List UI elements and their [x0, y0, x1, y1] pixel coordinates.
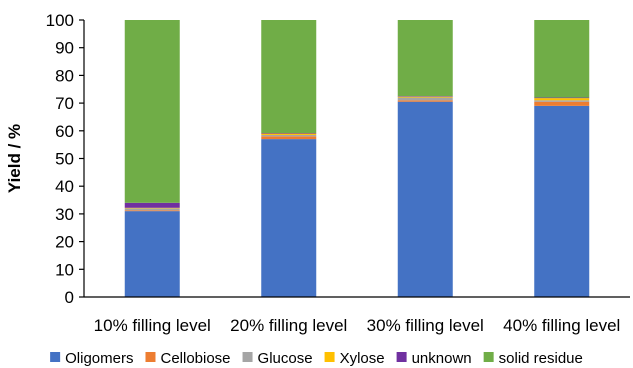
y-tick-label: 90	[55, 39, 74, 58]
bar-segment-xylose-2	[261, 133, 317, 135]
bar-segment-oligomers-3	[397, 101, 453, 297]
y-tick-label: 40	[55, 177, 74, 196]
bar-segment-oligomers-1	[124, 211, 180, 297]
bar-segment-unknown-2	[261, 133, 317, 134]
y-tick-label: 50	[55, 150, 74, 169]
x-tick-label: 10% filling level	[94, 316, 211, 335]
bar-segment-solid-residue-1	[124, 20, 180, 203]
legend-swatch-cellobiose	[145, 352, 156, 362]
legend: Oligomers Cellobiose Glucose Xylose unknown s…	[50, 350, 583, 367]
legend-swatch-solid-residue	[483, 352, 494, 362]
bar-segment-cellobiose-4	[534, 101, 590, 106]
y-tick-label: 80	[55, 66, 74, 85]
bars-layer	[124, 20, 590, 298]
bar-segment-oligomers-4	[534, 105, 590, 298]
bar-segment-unknown-1	[124, 202, 180, 208]
bar-segment-glucose-1	[124, 208, 180, 211]
y-tick-label: 70	[55, 94, 74, 113]
x-tick-label: 30% filling level	[367, 316, 484, 335]
x-tick-label: 40% filling level	[503, 316, 620, 335]
bar-segment-solid-residue-3	[397, 20, 453, 97]
legend-label: Cellobiose	[160, 350, 230, 367]
y-tick-label: 0	[65, 288, 74, 307]
bar-segment-xylose-3	[397, 96, 453, 98]
y-tick-label: 60	[55, 122, 74, 141]
bar-segment-glucose-3	[397, 97, 453, 101]
bar-segment-glucose-4	[534, 100, 590, 102]
bar-segment-xylose-4	[534, 98, 590, 101]
axes-layer	[79, 19, 630, 298]
legend-swatch-oligomers	[50, 352, 61, 362]
bar-segment-cellobiose-3	[397, 100, 453, 102]
legend-label: unknown	[412, 350, 472, 367]
y-tick-label: 20	[55, 233, 74, 252]
bar-segment-glucose-2	[261, 134, 317, 137]
legend-label: Oligomers	[65, 350, 133, 367]
legend-label: Xylose	[340, 350, 385, 367]
bar-segment-unknown-4	[534, 97, 590, 99]
legend-swatch-glucose	[242, 352, 253, 362]
y-axis-title: Yield / %	[5, 124, 24, 193]
bar-segment-unknown-3	[397, 96, 453, 97]
bar-segment-cellobiose-1	[124, 210, 180, 212]
legend-swatch-unknown	[396, 352, 407, 362]
bar-segment-cellobiose-2	[261, 136, 317, 140]
x-tick-label: 20% filling level	[230, 316, 347, 335]
legend-label: Glucose	[258, 350, 313, 367]
y-tick-label: 10	[55, 260, 74, 279]
bar-segment-oligomers-2	[261, 139, 317, 297]
legend-swatch-xylose	[324, 352, 335, 362]
y-tick-label: 30	[55, 205, 74, 224]
bar-segment-solid-residue-2	[261, 20, 317, 134]
labels-layer: 10% filling level 20% filling level 30% fi…	[5, 11, 620, 335]
bar-segment-xylose-1	[124, 207, 180, 209]
bar-segment-solid-residue-4	[534, 20, 590, 98]
y-tick-label: 100	[46, 11, 74, 30]
legend-label: solid residue	[499, 350, 583, 367]
